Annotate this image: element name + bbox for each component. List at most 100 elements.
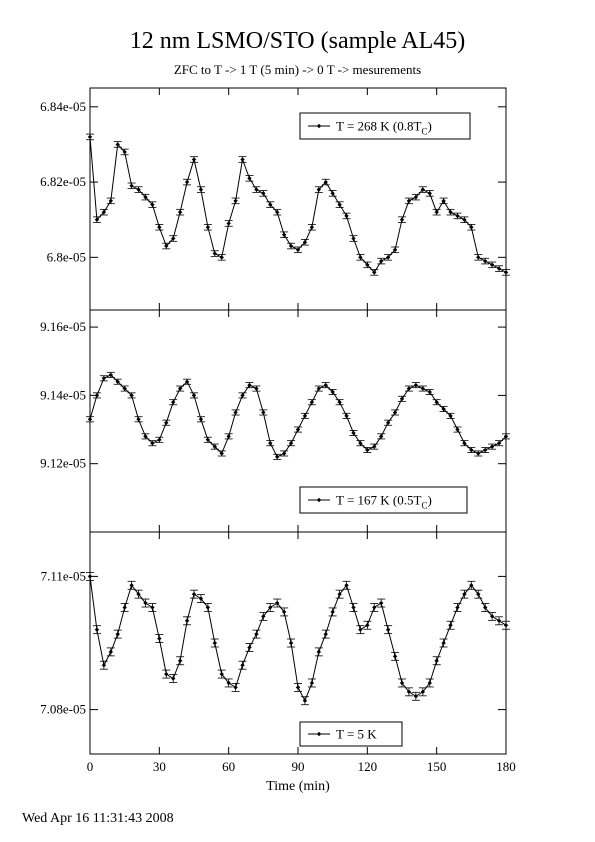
y-tick-label: 9.12e-05 [40,456,86,471]
data-point [344,213,349,219]
data-point [358,255,363,260]
data-point [330,389,335,395]
data-point [462,591,467,597]
data-point [177,386,183,391]
data-point [247,382,252,388]
data-point [420,187,425,192]
data-point [254,631,259,637]
data-point [344,583,349,588]
data-point [275,454,280,460]
data-point [108,649,113,655]
data-point [503,623,509,628]
data-point [275,600,280,606]
data-point [226,680,231,686]
data-point [240,663,245,668]
data-point [150,441,155,446]
data-point [476,451,481,456]
data-point [323,382,328,388]
data-point [281,232,287,237]
data-point [503,434,509,439]
data-point [247,645,252,650]
data-point [240,157,245,162]
data-point [358,627,363,632]
data-point [136,591,141,597]
series-line [89,576,507,702]
legend-box [299,486,468,514]
data-point [302,413,308,419]
data-point [469,583,474,588]
data-point [496,441,502,446]
data-point [157,636,162,641]
data-point [344,413,349,419]
data-point [379,258,384,264]
data-point [198,187,204,192]
x-axis-title: Time (min) [266,779,330,794]
data-point [441,640,446,646]
data-point [219,451,224,456]
data-point [101,663,107,668]
data-point [392,654,398,659]
y-tick-label: 6.84e-05 [40,99,86,114]
data-point [337,202,342,207]
data-point [469,225,474,230]
data-point [247,176,252,181]
data-point [240,393,245,398]
data-point [198,417,204,422]
data-point [399,680,405,686]
data-point [226,434,231,439]
data-point [420,386,425,391]
data-point [143,434,148,439]
data-point [323,179,328,185]
data-point [87,574,93,579]
data-point [288,243,294,249]
data-point [434,400,439,405]
data-point [441,406,446,412]
data-point [191,393,197,398]
data-point [261,614,266,619]
data-point [115,142,120,147]
data-point [122,605,127,610]
legend-marker [316,731,322,737]
data-point [275,209,280,215]
data-point [351,430,356,436]
data-point [164,243,169,249]
data-point [143,600,148,606]
data-point [115,631,120,637]
data-point [191,591,197,597]
data-point [420,689,425,695]
data-point [212,251,217,256]
data-point [108,198,113,204]
data-point [406,689,412,695]
data-point [309,400,315,405]
data-point [177,658,183,663]
data-point [101,209,107,215]
data-point [406,386,412,391]
data-point [413,694,419,699]
data-point [469,447,474,453]
data-point [164,671,169,677]
data-point [413,194,419,200]
data-point [503,270,509,275]
data-point [427,680,432,686]
data-point [295,685,301,690]
data-point [288,441,294,446]
data-point [129,583,134,588]
data-point [330,609,335,615]
data-point [413,382,419,388]
data-point [476,255,481,260]
data-point [399,396,405,401]
data-point [171,236,176,241]
data-point [392,410,398,415]
data-point [455,605,460,610]
data-point [233,410,238,415]
data-point [358,441,363,446]
data-point [101,376,107,381]
data-point [379,600,384,606]
data-point [219,255,224,260]
data-point [302,698,308,703]
data-point [136,417,141,422]
chart-subtitle: ZFC to T -> 1 T (5 min) -> 0 T -> mesure… [173,62,422,77]
data-point [316,386,321,391]
data-point [385,255,391,260]
data-point [295,247,301,252]
